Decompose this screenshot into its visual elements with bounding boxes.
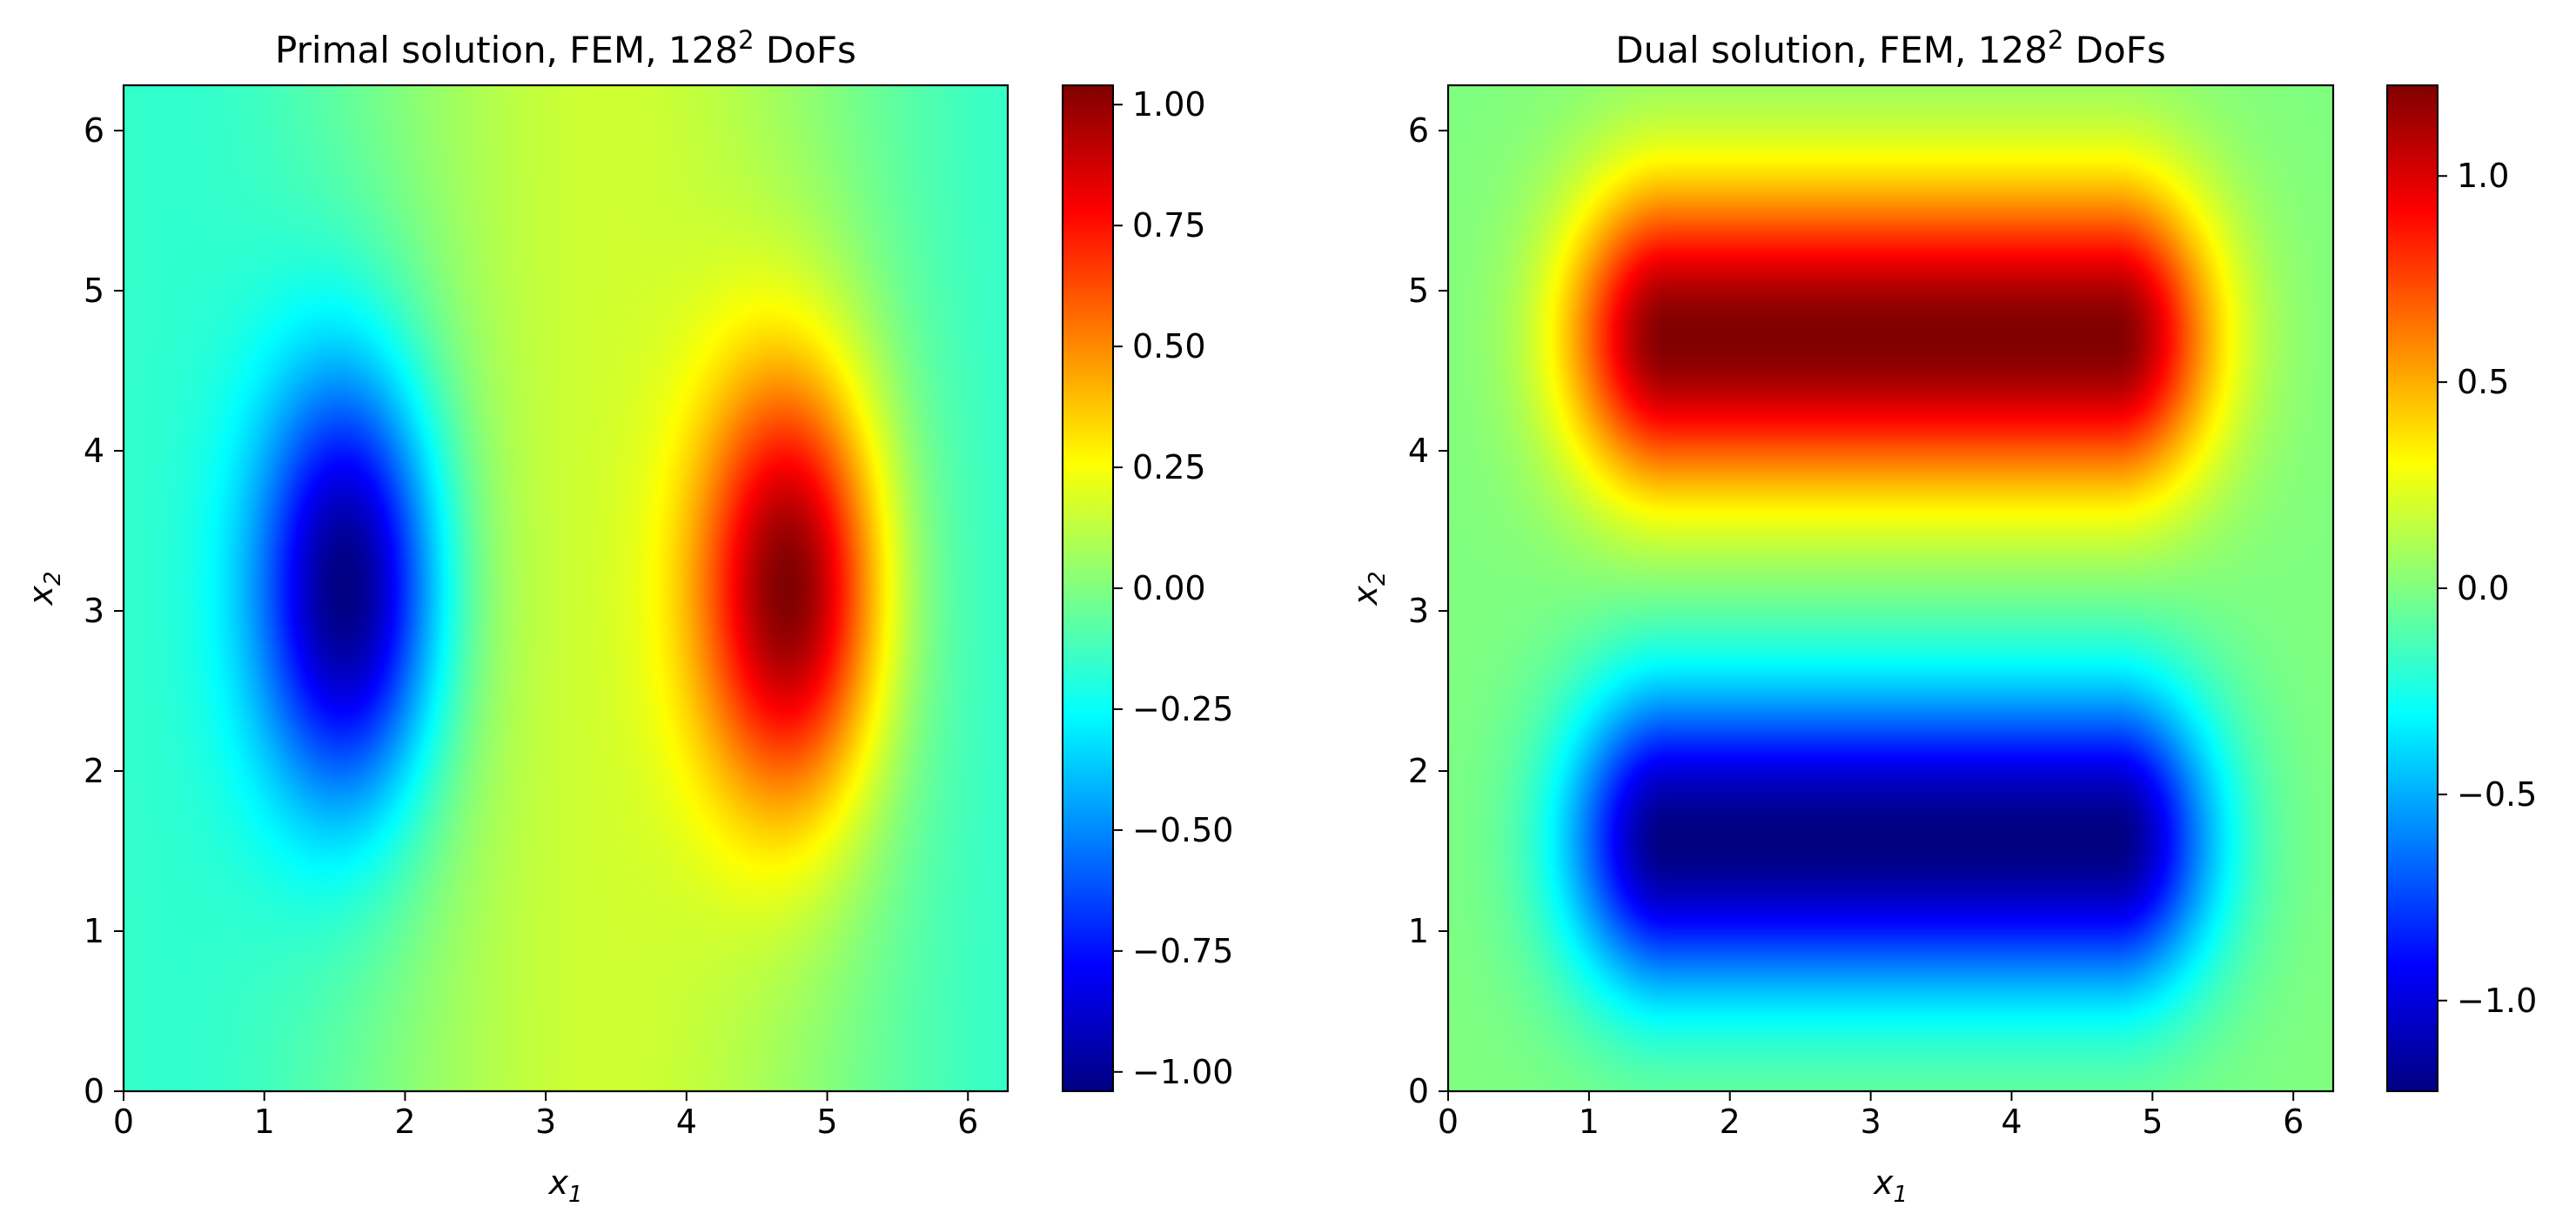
dual-xtick-label: 1 bbox=[1579, 1103, 1600, 1141]
primal-xtick-label: 6 bbox=[957, 1103, 978, 1141]
primal-colorbar-tick-label: −0.25 bbox=[1132, 690, 1233, 728]
primal-panel: Primal solution, FEM, 1282 DoFs 0 1 2 3 4 5 6 0 1… bbox=[22, 25, 1233, 1208]
primal-colorbar-tick-label: −1.00 bbox=[1132, 1053, 1233, 1091]
dual-ytick-label: 0 bbox=[1408, 1072, 1429, 1110]
primal-colorbar-tick-label: 0.25 bbox=[1132, 448, 1206, 486]
dual-colorbar bbox=[2387, 85, 2438, 1091]
primal-colorbar-tick-label: 0.50 bbox=[1132, 327, 1206, 365]
dual-xtick-label: 6 bbox=[2283, 1103, 2304, 1141]
primal-axes-frame bbox=[122, 84, 1010, 1093]
primal-ytick-label: 4 bbox=[84, 432, 104, 470]
dual-colorbar-tick-label: 0.5 bbox=[2457, 363, 2509, 401]
dual-xtick-label: 0 bbox=[1438, 1103, 1459, 1141]
dual-colorbar-tick-label: 0.0 bbox=[2457, 569, 2509, 607]
primal-xtick-label: 2 bbox=[394, 1103, 415, 1141]
primal-title: Primal solution, FEM, 1282 DoFs bbox=[275, 25, 856, 71]
primal-xtick-label: 3 bbox=[535, 1103, 556, 1141]
primal-ytick-label: 3 bbox=[84, 592, 104, 630]
primal-colorbar-tick-label: 0.00 bbox=[1132, 569, 1206, 607]
primal-colorbar-tick-label: −0.50 bbox=[1132, 811, 1233, 849]
dual-xtick-label: 3 bbox=[1861, 1103, 1882, 1141]
primal-xtick-label: 5 bbox=[816, 1103, 837, 1141]
dual-axes-frame bbox=[1446, 84, 2335, 1093]
dual-ytick-label: 5 bbox=[1408, 272, 1429, 310]
primal-ytick-label: 0 bbox=[84, 1072, 104, 1110]
dual-ytick-label: 2 bbox=[1408, 752, 1429, 790]
primal-ytick-label: 1 bbox=[84, 912, 104, 950]
dual-panel: Dual solution, FEM, 1282 DoFs 0 1 2 3 4 5 6 0 1 2 3… bbox=[1346, 25, 2537, 1208]
dual-ytick-label: 4 bbox=[1408, 432, 1429, 470]
primal-colorbar bbox=[1063, 85, 1113, 1091]
primal-xtick-label: 0 bbox=[113, 1103, 134, 1141]
dual-colorbar-tick-label: 1.0 bbox=[2457, 157, 2509, 195]
dual-ylabel: x2 bbox=[1346, 571, 1391, 606]
dual-title: Dual solution, FEM, 1282 DoFs bbox=[1615, 25, 2165, 71]
dual-ytick-label: 1 bbox=[1408, 912, 1429, 950]
primal-xtick-label: 4 bbox=[676, 1103, 697, 1141]
dual-xtick-label: 5 bbox=[2142, 1103, 2163, 1141]
dual-xlabel: x1 bbox=[1873, 1163, 1908, 1208]
dual-ytick-label: 3 bbox=[1408, 592, 1429, 630]
primal-ytick-label: 2 bbox=[84, 752, 104, 790]
primal-xlabel: x1 bbox=[547, 1163, 582, 1208]
dual-colorbar-tick-label: −1.0 bbox=[2457, 982, 2537, 1020]
dual-xtick-label: 4 bbox=[2001, 1103, 2022, 1141]
primal-ylabel: x2 bbox=[22, 571, 66, 606]
primal-ytick-label: 6 bbox=[84, 111, 104, 150]
primal-heatmap bbox=[124, 85, 1008, 1091]
dual-xtick-label: 2 bbox=[1720, 1103, 1741, 1141]
primal-colorbar-tick-label: 1.00 bbox=[1132, 85, 1206, 124]
dual-ytick-label: 6 bbox=[1408, 111, 1429, 150]
primal-ytick-label: 5 bbox=[84, 272, 104, 310]
primal-colorbar-tick-label: −0.75 bbox=[1132, 932, 1233, 970]
primal-xtick-label: 1 bbox=[254, 1103, 275, 1141]
dual-colorbar-tick-label: −0.5 bbox=[2457, 775, 2537, 814]
primal-colorbar-tick-label: 0.75 bbox=[1132, 206, 1206, 245]
dual-heatmap bbox=[1448, 85, 2333, 1091]
